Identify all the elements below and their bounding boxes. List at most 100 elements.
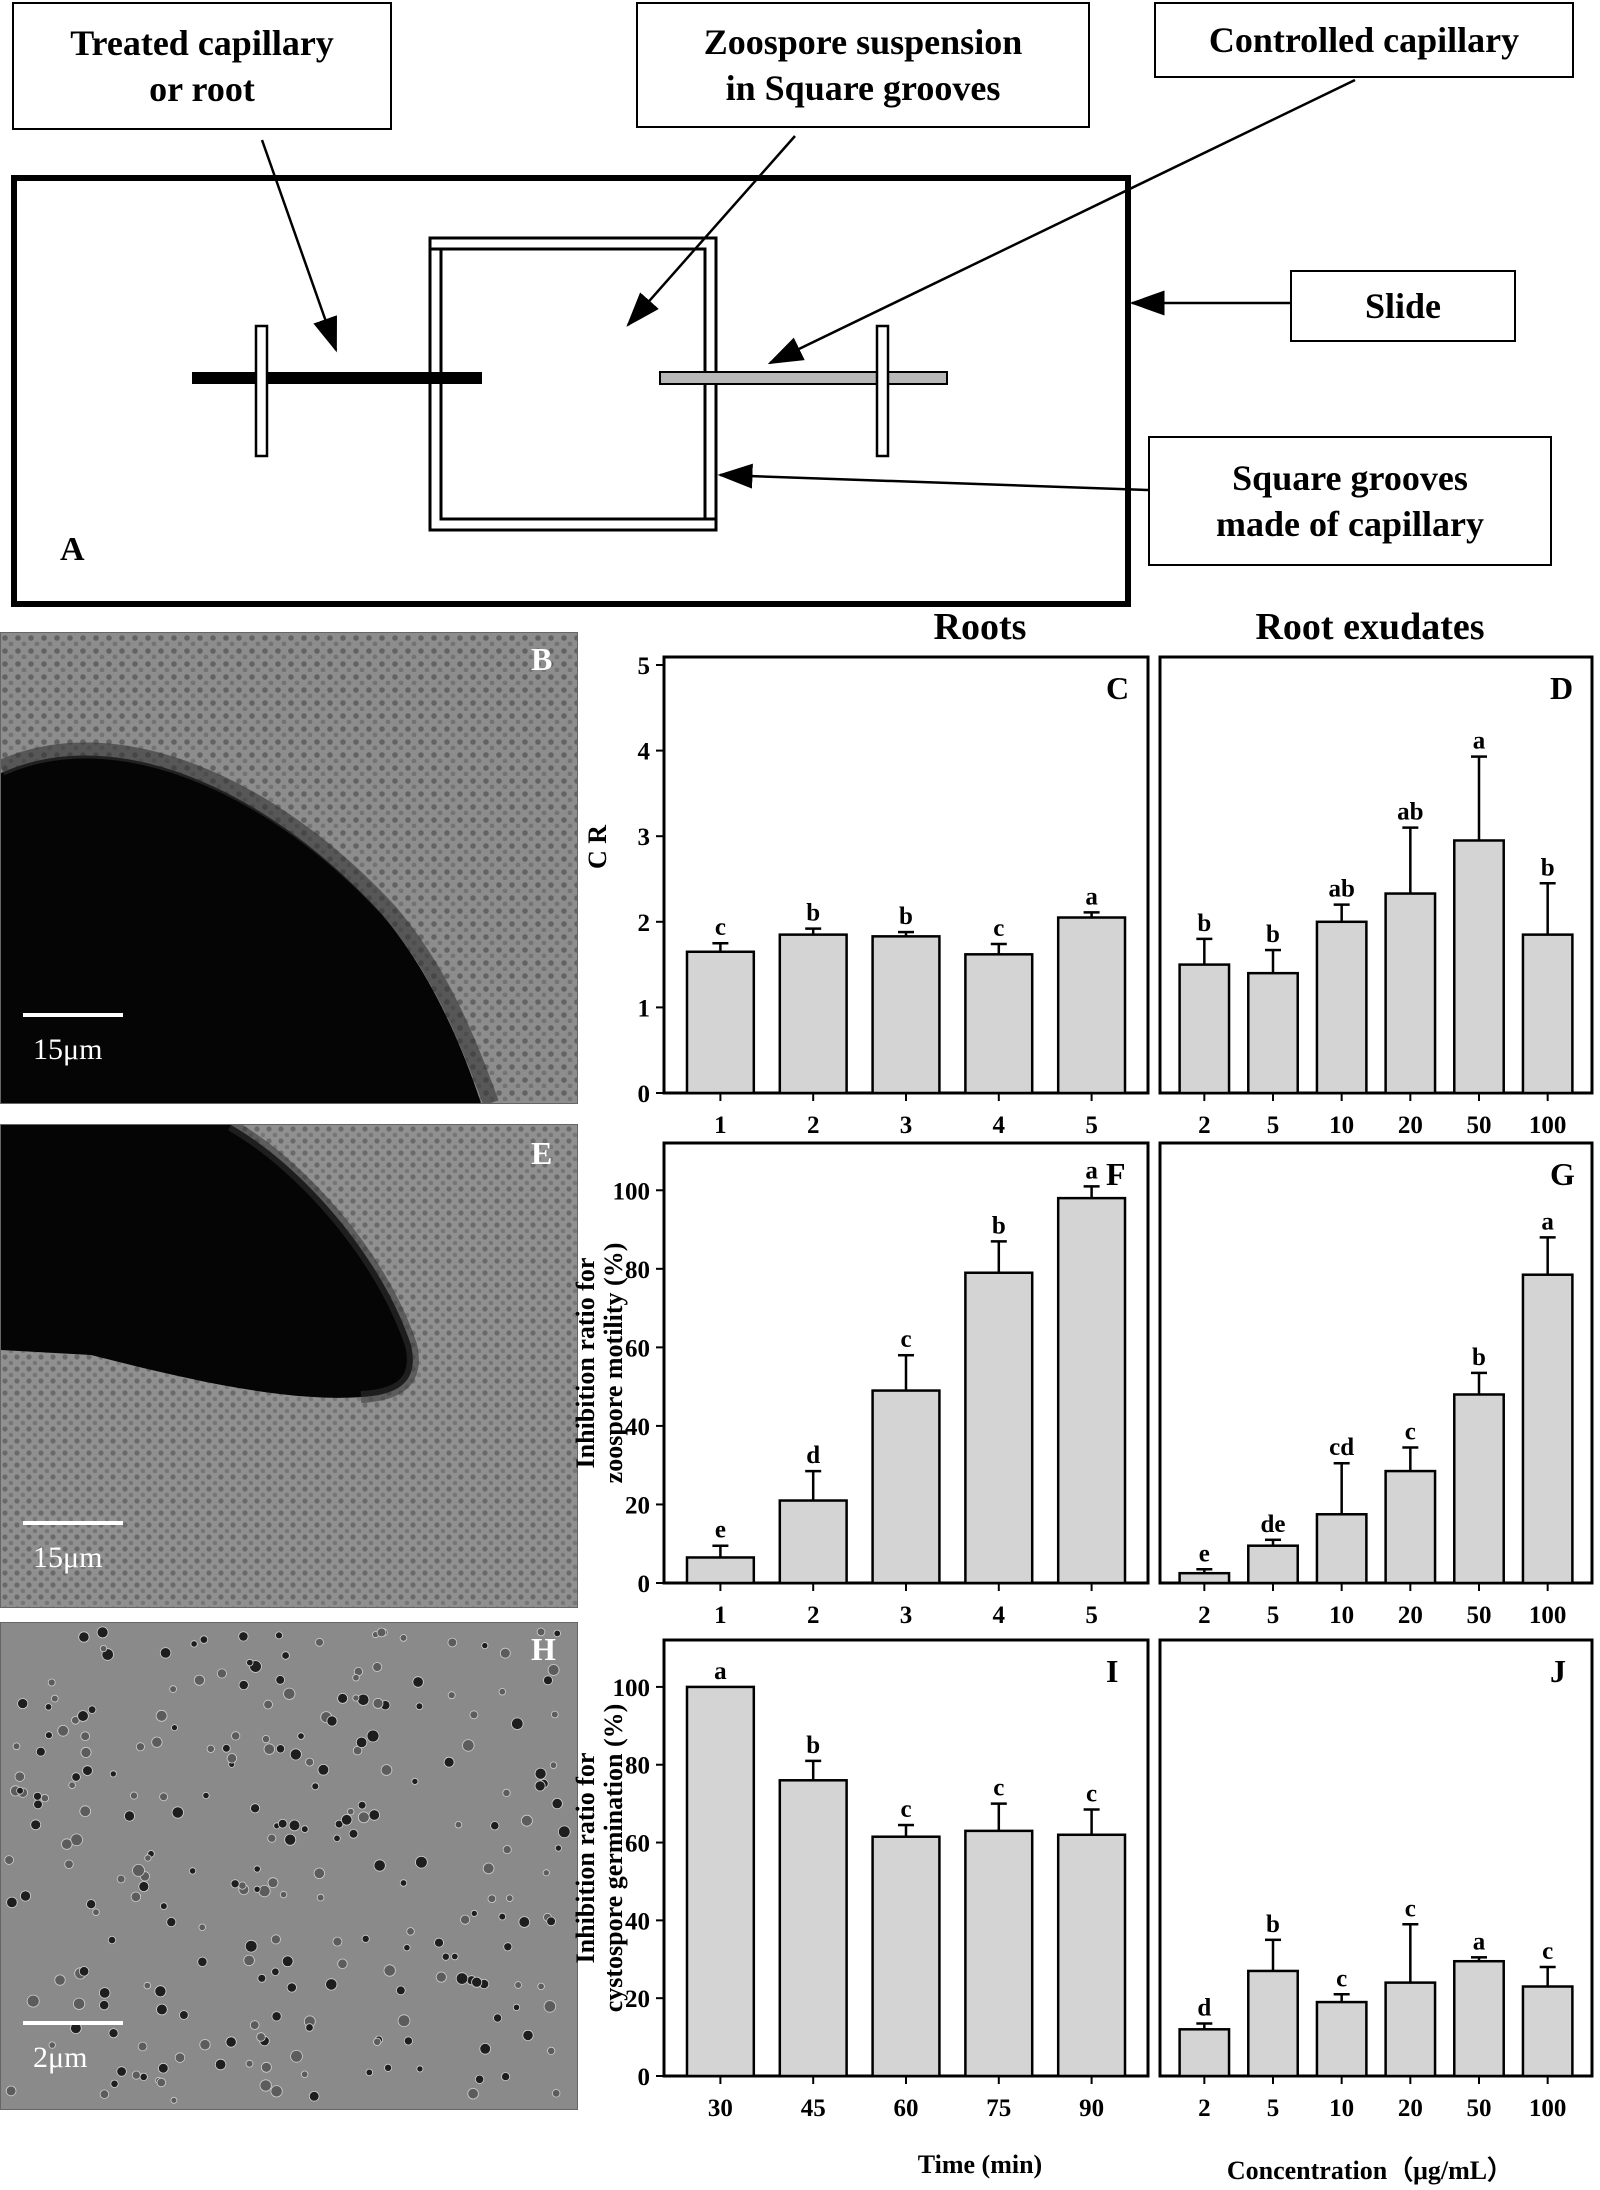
x-tick-label-f: 3 [900, 1602, 913, 1629]
spore [189, 1867, 197, 1875]
spore [78, 1966, 90, 1977]
spore [267, 1833, 277, 1843]
spore [107, 1935, 117, 1945]
spore [230, 1879, 240, 1889]
column-header-root-exudates: Root exudates [1255, 606, 1485, 648]
bar-f [871, 1389, 941, 1585]
spore [313, 1867, 326, 1880]
arrow-grooves [717, 463, 1149, 492]
spore [5, 2085, 17, 2097]
x-tick-label-d: 5 [1267, 1112, 1280, 1139]
significance-letter-f: c [900, 1326, 911, 1353]
spore [493, 2013, 503, 2023]
bar-f [964, 1271, 1034, 1585]
spore [275, 1744, 286, 1754]
x-tick-label-g: 100 [1529, 1602, 1567, 1629]
y-tick-label-c: 5 [638, 653, 651, 680]
spore [109, 1770, 117, 1778]
spore [502, 1788, 511, 1797]
spore [206, 1744, 215, 1753]
panel-letter-a: A [60, 531, 85, 568]
x-tick-label-j: 20 [1398, 2095, 1423, 2122]
x-tick-label-i: 30 [708, 2095, 733, 2122]
significance-letter-d: b [1197, 910, 1211, 937]
panel-letter-d: D [1550, 670, 1573, 706]
y-tick-label-c: 1 [638, 995, 651, 1022]
spore [249, 2020, 260, 2030]
spore [257, 1973, 267, 1983]
spore [536, 1627, 546, 1637]
spore [502, 1845, 512, 1855]
significance-letter-i: c [1086, 1780, 1097, 1807]
x-tick-label-f: 2 [807, 1602, 820, 1629]
bar-g [1178, 1571, 1231, 1585]
spore [263, 1699, 273, 1710]
spore [156, 2077, 167, 2088]
bar-d [1521, 933, 1574, 1095]
spore [325, 1978, 338, 1991]
spore [518, 1916, 531, 1928]
y-axis-label-line1-i: Inhibition ratio for [571, 1753, 600, 1964]
spore [441, 1952, 450, 1961]
spore [352, 1694, 360, 1702]
spore [317, 1764, 330, 1776]
spore [534, 1780, 546, 1792]
spore [80, 1746, 92, 1758]
spore [30, 1819, 42, 1831]
x-tick-label-d: 20 [1398, 1112, 1423, 1139]
spore [17, 1698, 29, 1710]
scale-label-e: 15μm [33, 1541, 103, 1574]
micrograph-e-image [1, 1125, 577, 1607]
x-tick-label-f: 1 [714, 1602, 727, 1629]
chart-frame-j [1158, 1638, 1594, 2078]
spore [395, 1985, 406, 1996]
y-tick-label-f: 0 [638, 1571, 651, 1598]
spore [214, 2058, 227, 2071]
spore [270, 2085, 283, 2098]
bar-c [871, 935, 941, 1095]
spore [253, 1885, 261, 1893]
spore [467, 2088, 479, 2100]
spore [179, 2010, 189, 2020]
bar-i [1056, 1833, 1127, 2078]
spore [546, 1916, 556, 1927]
scale-bar-e [23, 1521, 123, 1525]
spore [48, 2041, 56, 2049]
significance-letter-c: b [899, 903, 913, 930]
spore [537, 1982, 545, 1991]
bar-g [1521, 1273, 1574, 1585]
x-tick-label-j: 100 [1529, 2095, 1567, 2122]
spore [238, 1631, 249, 1642]
significance-letter-g: de [1261, 1511, 1286, 1538]
spore [365, 2068, 373, 2077]
spore [271, 2011, 282, 2022]
spore [347, 1807, 355, 1816]
spore [26, 1994, 40, 2008]
spore [154, 1985, 167, 1998]
spore [383, 1964, 396, 1977]
significance-letter-i: c [993, 1775, 1004, 1802]
x-tick-label-i: 75 [986, 2095, 1011, 2122]
spore [348, 1829, 359, 1839]
spore [357, 1800, 367, 1810]
bar-g [1453, 1393, 1505, 1585]
spore [160, 1902, 168, 1910]
x-tick-label-d: 100 [1529, 1112, 1567, 1139]
spore [158, 2062, 169, 2074]
spore [403, 2036, 413, 2046]
spore [373, 1859, 386, 1872]
spore [308, 2090, 320, 2102]
spore [305, 1757, 315, 1767]
spore [263, 1743, 276, 1755]
spore [4, 1855, 14, 1865]
spore [222, 1744, 231, 1753]
y-axis-label-line2-i: cystospore germination (%) [599, 1704, 628, 2013]
spore [288, 1819, 301, 1832]
label-square-grooves: Square grooves made of capillary [1148, 436, 1552, 566]
spore [337, 1693, 349, 1704]
spore [490, 1821, 500, 1831]
spore [469, 1710, 479, 1720]
column-header-roots: Roots [933, 606, 1027, 648]
scale-label-h: 2μm [33, 2041, 88, 2074]
micrograph-e: E 15μm [0, 1124, 578, 1608]
